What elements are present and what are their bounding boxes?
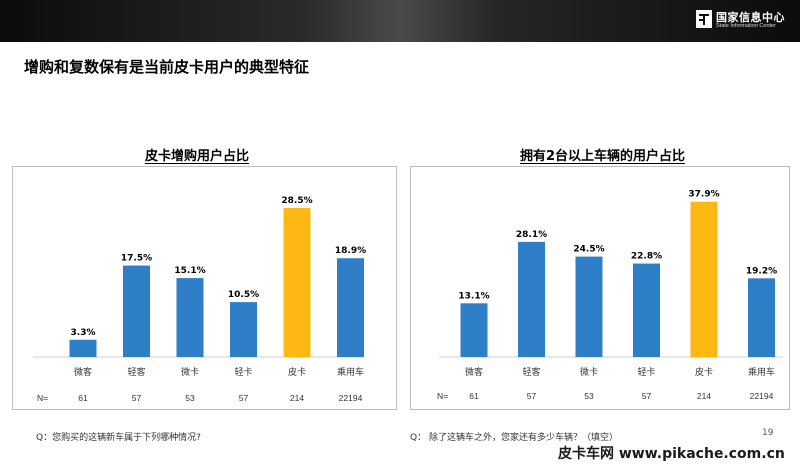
header-bar: 国家信息中心 State Information Center <box>0 0 800 42</box>
bar-4 <box>283 208 311 357</box>
n-value-4: 214 <box>290 393 304 403</box>
category-label-4: 皮卡 <box>695 366 713 378</box>
n-value-5: 22194 <box>339 393 363 403</box>
bar-5 <box>337 258 364 357</box>
category-label-3: 轻卡 <box>234 366 252 378</box>
footnote-left: Q：您购买的这辆新车属于下列哪种情况? <box>36 433 201 443</box>
bar-0 <box>460 303 488 357</box>
bar-3 <box>230 302 257 357</box>
n-label: N= <box>437 391 448 401</box>
logo-text-cn: 国家信息中心 <box>716 11 785 24</box>
category-label-0: 微客 <box>465 366 483 378</box>
footnote-right: Q： 除了这辆车之外，您家还有多少车辆？（填空） <box>410 433 618 443</box>
page-title: 增购和复数保有是当前皮卡用户的典型特征 <box>24 58 310 76</box>
n-value-1: 57 <box>132 393 142 403</box>
bar-1 <box>123 265 150 357</box>
logo: 国家信息中心 State Information Center <box>696 8 796 36</box>
chart-title-right: 拥有2台以上车辆的用户占比 <box>520 149 686 164</box>
category-label-1: 轻客 <box>127 366 145 378</box>
data-label-3: 22.8% <box>631 252 662 262</box>
data-label-4: 28.5% <box>281 196 312 206</box>
n-value-3: 57 <box>642 391 652 401</box>
category-label-1: 轻客 <box>522 366 540 378</box>
n-value-2: 53 <box>584 391 594 401</box>
data-label-4: 37.9% <box>688 190 719 200</box>
bar-chart-left: 3.3% 微客 61 17.5% 轻客 57 15.1% 微卡 53 10.5% 轻卡 57 28.5%… <box>33 196 366 403</box>
data-label-0: 13.1% <box>458 291 489 301</box>
bar-1 <box>518 241 545 357</box>
n-value-0: 61 <box>469 391 479 401</box>
data-label-5: 19.2% <box>746 266 777 276</box>
n-value-0: 61 <box>78 393 88 403</box>
chart-panel-left: 3.3% 微客 61 17.5% 轻客 57 15.1% 微卡 53 10.5% 轻卡 57 28.5%… <box>12 166 397 410</box>
data-label-3: 10.5% <box>228 290 259 300</box>
n-value-4: 214 <box>697 391 711 401</box>
data-label-2: 15.1% <box>174 266 205 276</box>
data-label-1: 28.1% <box>516 230 547 240</box>
n-value-3: 57 <box>239 393 249 403</box>
n-value-2: 53 <box>185 393 195 403</box>
data-label-0: 3.3% <box>71 328 96 338</box>
data-label-1: 17.5% <box>121 254 152 264</box>
page-number: 19 <box>762 428 774 438</box>
bar-2 <box>575 256 603 357</box>
data-label-5: 18.9% <box>335 246 366 256</box>
bar-5 <box>748 278 775 357</box>
category-label-3: 轻卡 <box>637 366 655 378</box>
bar-3 <box>633 263 660 357</box>
bar-4 <box>690 201 718 357</box>
n-value-5: 22194 <box>750 391 774 401</box>
category-label-0: 微客 <box>74 366 92 378</box>
category-label-2: 微卡 <box>580 366 598 378</box>
data-label-2: 24.5% <box>573 245 604 255</box>
watermark: 皮卡车网 www.pikache.com.cn <box>556 443 787 463</box>
category-label-2: 微卡 <box>181 366 199 378</box>
bar-0 <box>69 339 97 357</box>
n-label: N= <box>37 393 48 403</box>
bar-2 <box>176 278 204 357</box>
category-label-5: 乘用车 <box>337 366 364 378</box>
chart-panel-right: 13.1% 微客 61 28.1% 轻客 57 24.5% 微卡 53 22.8% 轻卡 57 37.9… <box>410 166 790 410</box>
logo-mark-icon <box>696 10 712 28</box>
category-label-5: 乘用车 <box>748 366 775 378</box>
logo-text-en: State Information Center <box>716 23 776 29</box>
chart-title-left: 皮卡增购用户占比 <box>145 149 250 164</box>
category-label-4: 皮卡 <box>288 366 306 378</box>
bar-chart-right: 13.1% 微客 61 28.1% 轻客 57 24.5% 微卡 53 22.8% 轻卡 57 37.9… <box>437 190 783 401</box>
n-value-1: 57 <box>527 391 537 401</box>
